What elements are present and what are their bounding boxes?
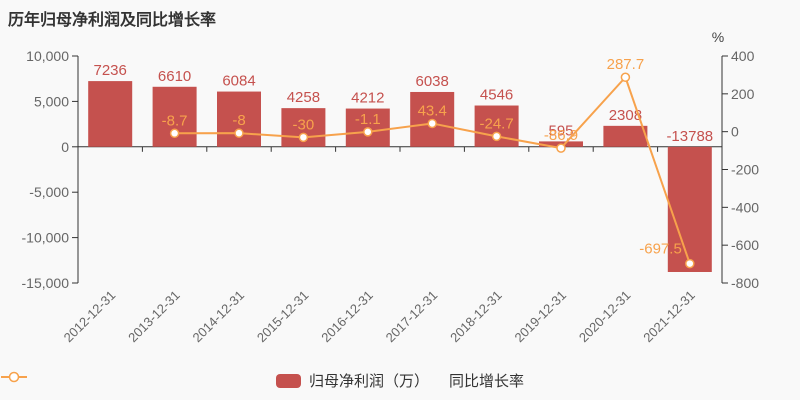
line-value-label: 43.4 xyxy=(418,102,447,119)
line-value-label: -697.5 xyxy=(639,241,682,258)
left-axis-tick-label: 0 xyxy=(61,139,69,155)
line-point[interactable] xyxy=(169,128,180,139)
x-axis-label: 2014-12-31 xyxy=(189,288,247,346)
legend-item-bar[interactable]: 归母净利润（万） xyxy=(275,370,429,391)
line-point[interactable] xyxy=(363,127,373,137)
left-axis-tick-label: -5,000 xyxy=(29,184,69,200)
bar-series-swatch-icon xyxy=(275,373,301,388)
x-axis-label: 2020-12-31 xyxy=(576,288,634,346)
left-axis-tick-label: 10,000 xyxy=(26,48,69,64)
x-axis-label: 2013-12-31 xyxy=(125,288,183,346)
right-axis-tick-label: -400 xyxy=(731,199,759,215)
bar-value-label: 6610 xyxy=(158,68,191,85)
bar-value-label: 595 xyxy=(548,122,573,139)
bar-value-label: 6084 xyxy=(222,73,255,90)
right-axis-tick-label: -600 xyxy=(731,237,759,253)
right-axis-tick-label: 0 xyxy=(731,124,739,140)
x-axis-label: 2017-12-31 xyxy=(383,288,441,346)
line-value-label: 287.7 xyxy=(607,56,645,73)
bar-value-label: -13788 xyxy=(666,128,713,145)
line-value-label: -1.1 xyxy=(355,111,381,128)
line-point[interactable] xyxy=(427,118,437,129)
line-point[interactable] xyxy=(234,128,244,138)
chart-title: 历年归母净利润及同比增长率 xyxy=(8,12,217,29)
line-value-label: -8 xyxy=(232,112,245,129)
bar-value-label: 4212 xyxy=(351,90,384,107)
line-value-label: -86.9 xyxy=(544,127,578,144)
bar-value-label: 7236 xyxy=(94,62,127,79)
line-value-label: -24.7 xyxy=(479,115,513,132)
x-axis-label: 2015-12-31 xyxy=(254,288,312,346)
right-axis-tick-label: -200 xyxy=(731,162,759,178)
bar[interactable] xyxy=(88,81,133,147)
left-axis-tick-label: -10,000 xyxy=(22,230,70,246)
right-axis-unit-label: % xyxy=(712,29,724,45)
bar-value-label: 4546 xyxy=(480,87,513,104)
right-axis-tick-label: 200 xyxy=(731,86,755,102)
legend-line-label: 同比增长率 xyxy=(449,373,525,390)
right-axis-tick-label: -800 xyxy=(731,275,759,291)
legend-bar-label: 归母净利润（万） xyxy=(308,373,429,390)
legend-item-line[interactable]: 同比增长率 xyxy=(1,370,525,391)
bar-value-label: 2308 xyxy=(609,107,642,124)
left-axis-tick-label: 5,000 xyxy=(34,93,69,109)
bar[interactable] xyxy=(603,125,648,147)
x-axis-label: 2016-12-31 xyxy=(318,288,376,346)
x-axis-label: 2019-12-31 xyxy=(511,288,569,346)
bar[interactable] xyxy=(667,146,712,272)
line-series-marker-icon xyxy=(1,371,27,383)
line-value-label: -8.7 xyxy=(162,112,188,129)
bar-value-label: 4258 xyxy=(287,89,320,106)
line-point[interactable] xyxy=(620,72,631,82)
bar-value-label: 6038 xyxy=(416,73,449,90)
x-axis-label: 2012-12-31 xyxy=(61,288,119,346)
line-point[interactable] xyxy=(491,131,502,142)
chart-legend: 归母净利润（万） 同比增长率 xyxy=(0,370,800,391)
line-value-label: -30 xyxy=(293,116,315,133)
line-point[interactable] xyxy=(685,258,695,269)
line-point[interactable] xyxy=(556,143,566,153)
x-axis-label: 2021-12-31 xyxy=(640,288,698,346)
x-axis-label: 2018-12-31 xyxy=(447,288,505,346)
right-axis-tick-label: 400 xyxy=(731,48,755,64)
left-axis-tick-label: -15,000 xyxy=(22,275,70,291)
line-point[interactable] xyxy=(298,132,309,143)
